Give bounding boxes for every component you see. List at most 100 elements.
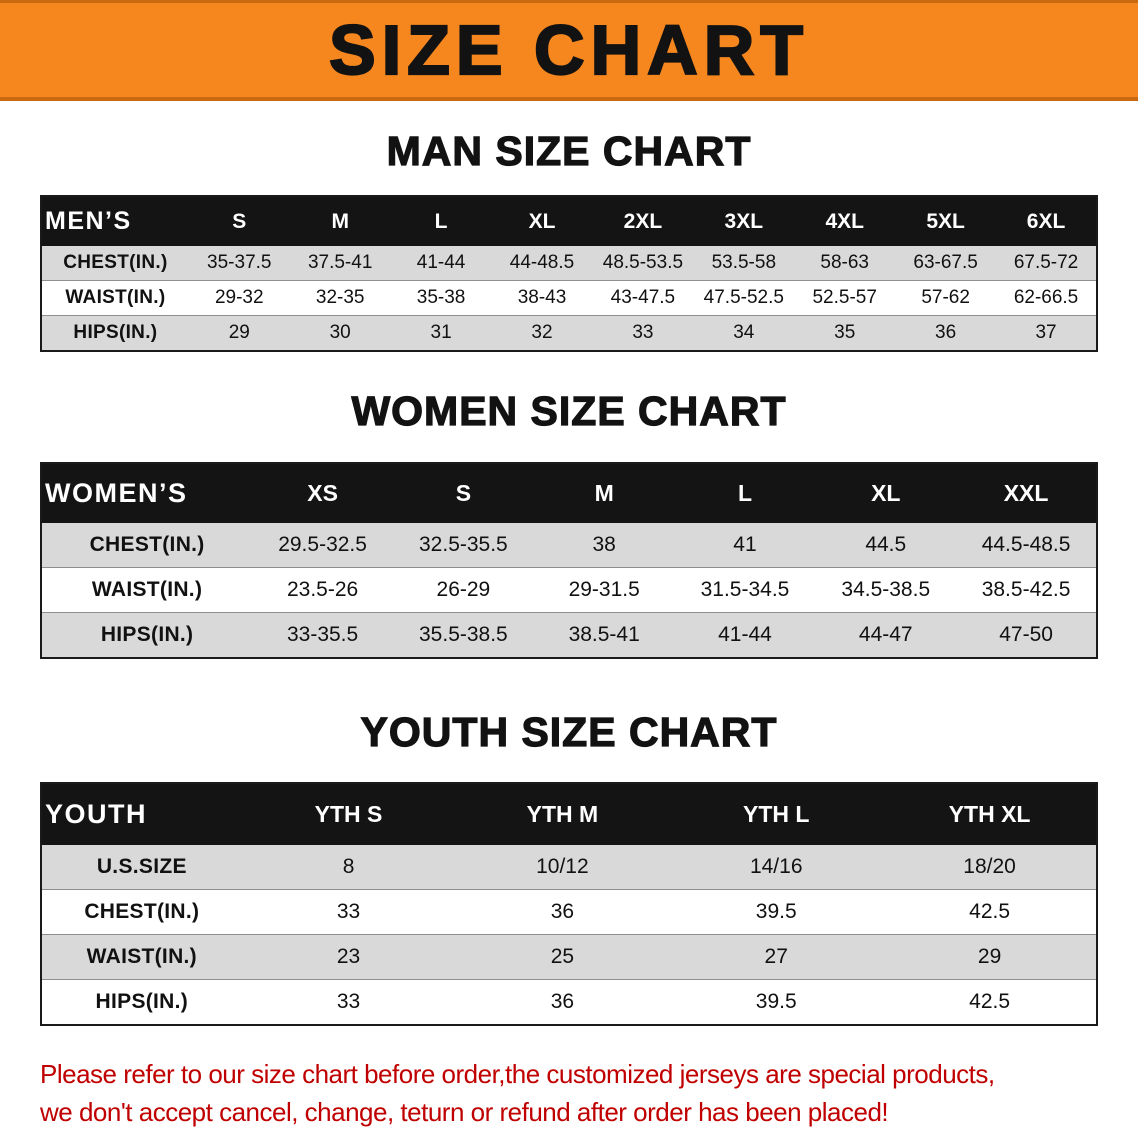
size-column-header: XS [252, 463, 393, 523]
section-heading: WOMEN SIZE CHART [351, 387, 787, 434]
size-value: 62-66.5 [1013, 287, 1079, 308]
size-value: 57-62 [921, 287, 970, 308]
size-value: 29 [977, 945, 1002, 968]
size-value: 63-67.5 [913, 252, 978, 273]
size-value: 35.5-38.5 [419, 623, 508, 646]
size-value: 39.5 [755, 900, 797, 923]
size-value: 35-38 [416, 287, 466, 308]
size-column-header: S [188, 196, 290, 246]
size-value: 44-48.5 [509, 252, 575, 273]
disclaimer: Please refer to our size chart before or… [40, 1056, 1138, 1131]
size-value: 44-47 [858, 623, 913, 646]
size-value: 43-47.5 [610, 287, 676, 308]
table-row: HIPS(IN.) 33 36 39.5 42.5 [41, 979, 1097, 1025]
row-label: HIPS(IN.) [95, 990, 189, 1013]
size-value: 33-35.5 [286, 623, 359, 646]
table-corner-label: YOUTH [41, 783, 242, 845]
row-label: CHEST(IN.) [63, 252, 168, 273]
size-value: 30 [329, 322, 351, 343]
page-title: SIZE CHART [328, 10, 809, 90]
size-value: 39.5 [755, 990, 797, 1013]
size-column-header: XXL [956, 463, 1097, 523]
size-value: 47.5-52.5 [703, 287, 784, 308]
size-value: 38 [592, 533, 616, 556]
size-value: 29 [228, 322, 250, 343]
size-value: 32-35 [315, 287, 365, 308]
size-column-header: YTH XL [883, 783, 1097, 845]
section-heading: YOUTH SIZE CHART [360, 708, 778, 755]
size-column-header: 4XL [794, 196, 896, 246]
size-column-header: 2XL [592, 196, 694, 246]
size-value: 14/16 [749, 855, 803, 878]
table-row: WAIST(IN.) 23 25 27 29 [41, 934, 1097, 980]
size-value: 25 [550, 945, 575, 968]
size-value: 33 [632, 322, 654, 343]
size-column-header: YTH M [455, 783, 670, 845]
size-chart-sections: MAN SIZE CHART MEN’S S M L XL 2XL 3XL 4XL 5XL 6XL C… [0, 127, 1138, 1026]
section-heading: MAN SIZE CHART [386, 127, 752, 174]
size-column-header: 5XL [895, 196, 997, 246]
size-value: 34 [733, 322, 755, 343]
row-label: HIPS(IN.) [73, 322, 158, 343]
size-table: WOMEN’S XS S M L XL XXL CHEST(IN.) 29.5-32.5 32.5… [40, 462, 1098, 659]
size-value: 58-63 [820, 252, 870, 273]
table-row: WAIST(IN.) 29-32 32-35 35-38 38-43 43-47.5 47.… [41, 280, 1097, 316]
size-value: 37 [1035, 322, 1057, 343]
size-value: 18/20 [963, 855, 1016, 878]
disclaimer-line-2: we don't accept cancel, change, teturn o… [40, 1096, 889, 1127]
size-value: 8 [342, 855, 355, 878]
size-value: 36 [550, 900, 575, 923]
size-value: 41-44 [718, 623, 772, 646]
size-value: 44.5 [865, 533, 907, 556]
size-value: 29.5-32.5 [278, 533, 367, 556]
size-value: 32.5-35.5 [419, 533, 508, 556]
size-value: 44.5-48.5 [981, 533, 1071, 556]
size-value: 38-43 [517, 287, 567, 308]
table-header-row: MEN’S S M L XL 2XL 3XL 4XL 5XL 6XL [41, 196, 1097, 246]
size-table: MEN’S S M L XL 2XL 3XL 4XL 5XL 6XL CHEST(IN.) 35-37… [40, 195, 1098, 352]
size-column-header: S [392, 463, 534, 523]
row-label: WAIST(IN.) [86, 945, 197, 968]
table-row: CHEST(IN.) 35-37.5 37.5-41 41-44 44-48.5 48.5… [41, 246, 1097, 281]
size-column-header: L [390, 196, 492, 246]
banner: SIZE CHART [0, 0, 1138, 101]
row-label: HIPS(IN.) [100, 623, 194, 646]
table-row: U.S.SIZE 8 10/12 14/16 18/20 [41, 845, 1097, 890]
size-column-header: YTH L [669, 783, 884, 845]
table-row: HIPS(IN.) 29 30 31 32 33 34 35 36 37 [41, 315, 1097, 351]
size-column-header: YTH S [241, 783, 456, 845]
size-value: 23 [336, 945, 361, 968]
size-value: 26-29 [436, 578, 491, 601]
size-value: 35 [834, 322, 856, 343]
size-column-header: L [674, 463, 816, 523]
size-value: 41-44 [416, 252, 466, 273]
row-label: WAIST(IN.) [91, 578, 203, 601]
size-value: 47-50 [999, 623, 1053, 646]
size-value: 29-32 [214, 287, 264, 308]
table-header-row: WOMEN’S XS S M L XL XXL [41, 463, 1097, 523]
size-value: 36 [935, 322, 957, 343]
size-column-header: 6XL [996, 196, 1097, 246]
size-value: 38.5-42.5 [981, 578, 1071, 601]
size-value: 31 [430, 322, 452, 343]
size-value: 27 [764, 945, 788, 968]
table-corner-label: WOMEN’S [41, 463, 253, 523]
size-value: 29-31.5 [568, 578, 640, 601]
size-value: 32 [531, 322, 553, 343]
table-row: CHEST(IN.) 29.5-32.5 32.5-35.5 38 41 44.5 44.5… [41, 523, 1097, 568]
size-column-header: XL [491, 196, 593, 246]
size-value: 33 [336, 900, 361, 923]
size-value: 35-37.5 [207, 252, 272, 273]
table-row: WAIST(IN.) 23.5-26 26-29 29-31.5 31.5-34.5 34… [41, 567, 1097, 613]
size-value: 33 [336, 990, 361, 1013]
size-value: 34.5-38.5 [841, 578, 931, 601]
size-value: 42.5 [969, 900, 1011, 923]
row-label: WAIST(IN.) [65, 287, 166, 308]
size-chart-section-0: MAN SIZE CHART MEN’S S M L XL 2XL 3XL 4XL 5XL 6XL C… [0, 127, 1138, 352]
table-corner-label: MEN’S [41, 196, 189, 246]
size-value: 36 [550, 990, 575, 1013]
size-value: 53.5-58 [711, 252, 777, 273]
row-label: CHEST(IN.) [84, 900, 200, 923]
size-table: YOUTH YTH S YTH M YTH L YTH XL U.S.SIZE 8 10/12… [40, 782, 1098, 1026]
